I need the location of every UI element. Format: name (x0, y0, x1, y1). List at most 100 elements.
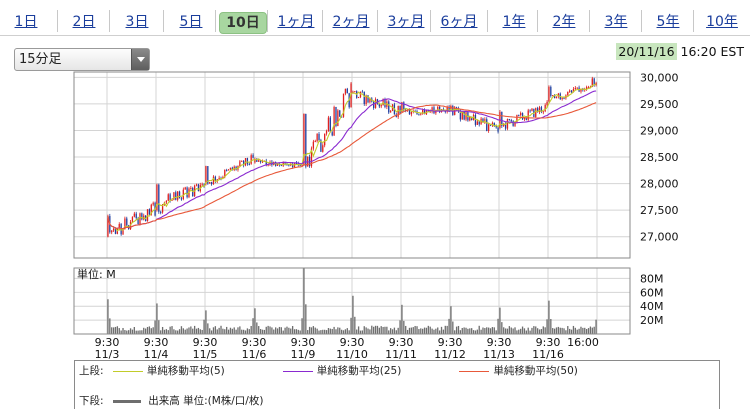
candle-body (201, 184, 203, 186)
volume-bar (378, 327, 380, 334)
volume-bar (546, 319, 548, 334)
candle-body (365, 95, 367, 104)
candle-body (540, 107, 543, 113)
chevron-down-icon[interactable] (131, 49, 149, 70)
volume-bar (399, 320, 401, 334)
volume-bar (497, 318, 499, 334)
candle-body (503, 123, 505, 126)
interval-select[interactable]: 15分足 (14, 48, 150, 71)
legend-swatch (112, 370, 143, 372)
price-frame (73, 71, 631, 259)
tab-separator (430, 10, 431, 32)
tab-6[interactable]: 1ヶ月 (270, 0, 322, 36)
volume-bar (346, 328, 348, 334)
volume-bar (143, 327, 145, 334)
volume-bar (452, 321, 454, 334)
candle-body (207, 166, 209, 184)
volume-bar (192, 328, 194, 334)
candle-body (265, 160, 267, 165)
volume-bar (469, 328, 471, 334)
volume-bar (489, 328, 492, 334)
volume-bar (114, 326, 117, 334)
tab-1[interactable]: 1日 (2, 0, 50, 36)
tab-label: 1日 (14, 14, 38, 30)
candle-body (518, 114, 520, 116)
volume-bar (197, 327, 200, 334)
candle-body (178, 191, 181, 199)
candle-body (197, 184, 200, 192)
price-tick-label: 27,500 (640, 204, 679, 217)
volume-bar (359, 330, 362, 334)
volume-bar (433, 329, 435, 334)
volume-bar (137, 330, 139, 334)
volume-bar (144, 328, 147, 334)
candle-body (525, 117, 527, 120)
volume-bar (572, 325, 575, 334)
volume-bar (582, 327, 584, 334)
volume-bar (584, 327, 586, 334)
volume-bar (111, 327, 113, 334)
candle-body (486, 119, 488, 131)
candle-body (158, 184, 160, 212)
candle-body (446, 106, 448, 112)
volume-bar (484, 328, 486, 334)
tab-7[interactable]: 2ヶ月 (325, 0, 377, 36)
x-tick-time: 9:30 (389, 336, 414, 349)
candle-body (550, 86, 552, 96)
tab-label: 10年 (706, 14, 738, 30)
volume-bar (133, 327, 135, 334)
tab-8[interactable]: 3ヶ月 (380, 0, 432, 36)
tab-12[interactable]: 3年 (592, 0, 640, 36)
volume-bar (160, 330, 162, 334)
candle-body (469, 117, 471, 121)
volume-bar (267, 325, 269, 334)
candle-body (122, 228, 124, 235)
candle-body (254, 159, 256, 163)
volume-bar (365, 327, 367, 334)
volume-bar (474, 330, 477, 334)
tab-3[interactable]: 3日 (112, 0, 162, 36)
candle-body (476, 121, 478, 125)
candle-body (212, 176, 215, 185)
x-tick-time: 9:30 (95, 336, 120, 349)
candle-body (239, 161, 241, 167)
volume-tick-label: 40M (640, 300, 664, 313)
candle-body (501, 111, 503, 126)
tab-2[interactable]: 2日 (60, 0, 108, 36)
candle-body (124, 218, 126, 229)
volume-bar (135, 330, 137, 334)
tab-5[interactable]: 10日 (218, 0, 268, 36)
price-tick-label: 29,000 (640, 124, 679, 137)
volume-bar (544, 327, 546, 334)
candle-body (182, 189, 184, 200)
volume-bar (307, 330, 309, 334)
tab-9[interactable]: 6ヶ月 (433, 0, 485, 36)
volume-bar (410, 327, 413, 334)
tab-label: 5日 (179, 14, 203, 30)
volume-bar (116, 326, 119, 334)
candle-body (310, 148, 313, 167)
tab-13[interactable]: 5年 (644, 0, 692, 36)
volume-bar (438, 330, 441, 334)
tab-14[interactable]: 10年 (696, 0, 748, 36)
candle-body (226, 169, 228, 171)
volume-bar (510, 327, 512, 334)
volume-bar (263, 329, 266, 334)
candle-body (329, 117, 331, 133)
volume-bar (567, 326, 569, 334)
volume-bar (408, 327, 411, 334)
ma5-line (107, 83, 597, 232)
candle-body (229, 167, 232, 170)
tab-4[interactable]: 5日 (166, 0, 216, 36)
candle-body (180, 198, 183, 200)
tab-10[interactable]: 1年 (490, 0, 538, 36)
volume-bar (520, 328, 522, 334)
candle-body (333, 106, 335, 136)
candle-body (177, 191, 179, 200)
tab-11[interactable]: 2年 (540, 0, 588, 36)
x-tick-time: 9:30 (487, 336, 512, 349)
volume-bar (171, 326, 173, 334)
volume-bar (350, 317, 352, 334)
volume-bar (220, 325, 222, 334)
candle-body (514, 121, 516, 126)
